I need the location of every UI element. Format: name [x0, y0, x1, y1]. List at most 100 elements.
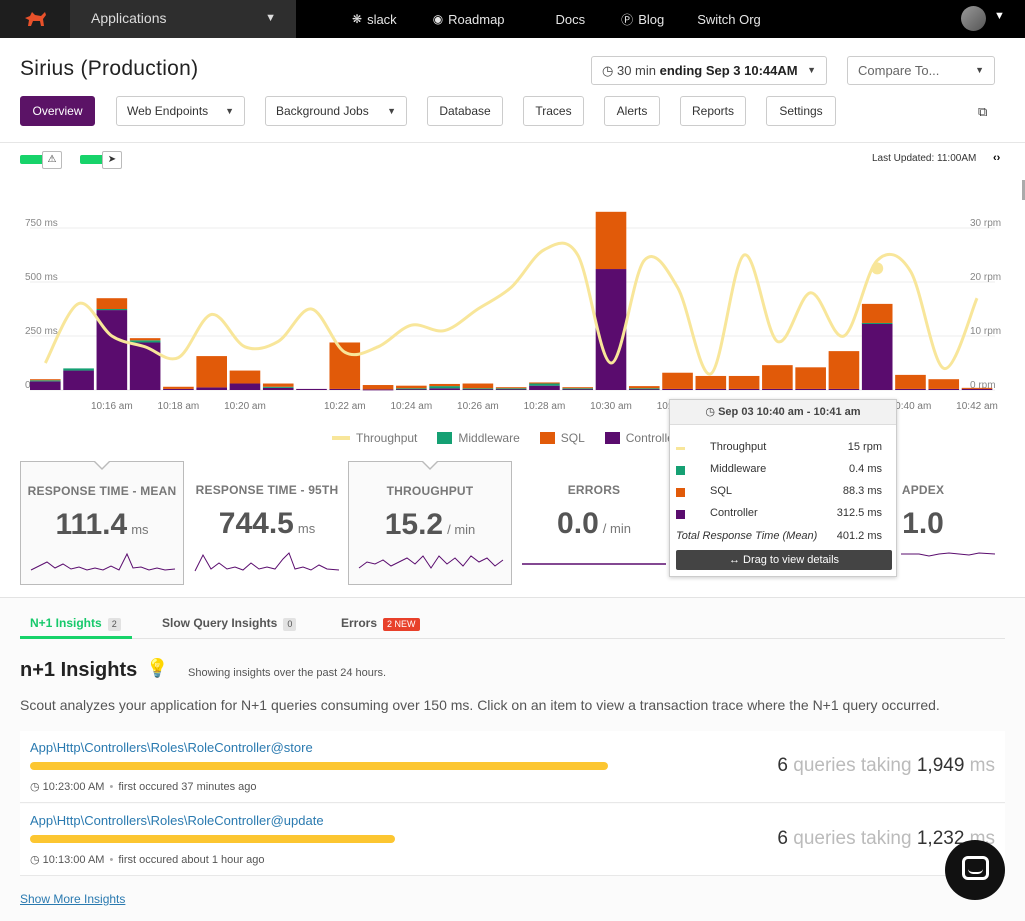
- bar-sql: [695, 375, 727, 389]
- applications-select-label: Applications: [91, 10, 167, 26]
- bar-controller: [396, 388, 427, 390]
- query-duration: 1,232: [916, 828, 965, 849]
- metric-card-apdex[interactable]: APDEX 1.0: [841, 461, 1005, 585]
- scrollbar[interactable]: [1022, 180, 1025, 200]
- status-bar: [20, 155, 44, 164]
- tooltip-row-label: Throughput: [710, 441, 767, 453]
- tooltip-total-label: Total Response Time (Mean): [676, 530, 818, 542]
- active-tab-underline: [20, 636, 132, 639]
- metric-value: 744.5: [218, 507, 294, 540]
- nav-links: ❋ slack ◉ Roadmap Docs Ⓟ Blog Switch Org: [352, 0, 797, 38]
- insight-row[interactable]: App\Http\Controllers\Roles\RoleControlle…: [20, 804, 1005, 876]
- metric-unit: / min: [447, 522, 476, 537]
- y-tick-left: 250 ms: [25, 326, 58, 337]
- metric-card-throughput[interactable]: THROUGHPUT 15.2/ min: [348, 460, 512, 585]
- tab-alerts[interactable]: Alerts: [604, 96, 660, 126]
- nav-link-switch-org[interactable]: Switch Org: [697, 12, 761, 27]
- insight-endpoint-link[interactable]: App\Http\Controllers\Roles\RoleControlle…: [30, 740, 313, 755]
- bar-controller: [196, 387, 227, 390]
- legend-item-sql[interactable]: SQL: [539, 431, 585, 445]
- page-title: Sirius (Production): [20, 57, 199, 80]
- insight-row[interactable]: App\Http\Controllers\Roles\RoleControlle…: [20, 731, 1005, 803]
- compare-select[interactable]: Compare To... ▼: [847, 56, 995, 85]
- bar-middleware: [129, 340, 161, 343]
- nav-link-roadmap[interactable]: ◉ Roadmap: [433, 12, 505, 27]
- legend-swatch: [539, 432, 555, 444]
- bar-sql: [828, 351, 860, 389]
- nav-link-docs[interactable]: Docs: [556, 12, 586, 27]
- insight-time: 10:23:00 AM: [42, 781, 105, 793]
- applications-select[interactable]: Applications ▼: [70, 0, 296, 38]
- dog-logo-icon: [25, 12, 46, 26]
- chevron-down-icon: ▼: [265, 12, 276, 24]
- tab-database[interactable]: Database: [427, 96, 503, 126]
- time-nav-arrows-icon[interactable]: ‹›: [993, 152, 1001, 164]
- card-caret: [93, 460, 111, 470]
- avatar[interactable]: [961, 6, 986, 31]
- chevron-down-icon[interactable]: ▼: [994, 10, 1005, 22]
- blog-icon: Ⓟ: [621, 12, 634, 27]
- nav-link-blog[interactable]: Ⓟ Blog: [621, 11, 664, 28]
- bar-controller: [262, 387, 294, 390]
- metric-value: 0.0: [557, 507, 599, 540]
- tooltip-swatch: [676, 447, 685, 450]
- tab-web-endpoints[interactable]: Web Endpoints ▼: [116, 96, 245, 126]
- nav-link-label: Roadmap: [448, 11, 505, 27]
- metric-value-wrap: 1.0: [841, 507, 1005, 541]
- tab-settings[interactable]: Settings: [766, 96, 836, 126]
- bar-controller: [229, 383, 261, 390]
- bar-middleware: [562, 388, 594, 390]
- metric-label: APDEX: [901, 483, 945, 497]
- nav-link-label: slack: [367, 11, 397, 27]
- clock-icon: ◷: [30, 781, 40, 793]
- insights-tab-errors[interactable]: Errors 2 NEW: [341, 616, 420, 631]
- scout-logo[interactable]: [0, 0, 70, 38]
- insight-endpoint-link[interactable]: App\Http\Controllers\Roles\RoleControlle…: [30, 813, 324, 828]
- tooltip-row-value: 88.3 ms: [842, 485, 882, 497]
- metric-value-wrap: 744.5 ms: [185, 507, 349, 541]
- legend-item-throughput[interactable]: Throughput: [332, 431, 417, 445]
- bar-middleware: [495, 388, 527, 390]
- insights-tab-slow-query[interactable]: Slow Query Insights 0: [162, 616, 297, 631]
- metric-card-response-95th[interactable]: RESPONSE TIME - 95TH 744.5 ms: [185, 461, 349, 585]
- alerts-status-pill[interactable]: ⚠: [20, 151, 62, 169]
- legend-item-middleware[interactable]: Middleware: [437, 431, 520, 445]
- insights-subtitle: Showing insights over the past 24 hours.: [188, 667, 387, 679]
- bar-controller: [762, 388, 793, 390]
- legend-label: Controller: [625, 431, 678, 445]
- tab-traces[interactable]: Traces: [523, 96, 584, 126]
- metric-card-response-mean[interactable]: RESPONSE TIME - MEAN 111.4 ms: [20, 460, 184, 585]
- tab-label: Database: [439, 104, 491, 118]
- legend-item-controller[interactable]: Controller: [604, 431, 678, 445]
- x-tick-label: 10:22 am: [324, 401, 366, 412]
- new-badge: 2 NEW: [383, 618, 420, 631]
- drag-details-button[interactable]: ↔ Drag to view details: [676, 550, 892, 570]
- bar-middleware: [262, 386, 294, 388]
- tab-background-jobs[interactable]: Background Jobs ▼: [265, 96, 407, 126]
- export-icon[interactable]: ⧉: [978, 104, 988, 119]
- bar-middleware: [429, 386, 460, 389]
- deploys-status-pill[interactable]: ➤: [80, 151, 122, 169]
- insights-tab-n1[interactable]: N+1 Insights 2: [30, 616, 121, 631]
- time-range-select[interactable]: ◷ 30 min ending Sep 3 10:44AM ▼: [591, 56, 827, 85]
- tab-overview[interactable]: Overview: [20, 96, 95, 126]
- insight-bar: [30, 835, 396, 843]
- tooltip-header: ◷ Sep 03 10:40 am - 10:41 am: [670, 400, 896, 425]
- chat-launcher-button[interactable]: [945, 840, 1005, 900]
- show-more-insights-link[interactable]: Show More Insights: [20, 892, 126, 906]
- drag-details-label: Drag to view details: [743, 554, 840, 566]
- x-tick-label: 10:42 am: [956, 401, 998, 412]
- bar-controller: [595, 269, 627, 390]
- tab-reports[interactable]: Reports: [680, 96, 746, 126]
- metric-card-errors[interactable]: ERRORS 0.0/ min: [512, 461, 676, 585]
- bar-controller: [129, 342, 161, 390]
- nav-link-slack[interactable]: ❋ slack: [352, 12, 397, 27]
- metric-value-wrap: 111.4 ms: [21, 508, 183, 542]
- throughput-highlight-point: [871, 262, 884, 275]
- metric-value-wrap: 15.2/ min: [349, 508, 511, 542]
- legend-label: Middleware: [458, 431, 520, 445]
- bar-sql: [961, 387, 993, 389]
- bar-middleware: [529, 383, 560, 386]
- nav-link-label: Blog: [638, 11, 665, 27]
